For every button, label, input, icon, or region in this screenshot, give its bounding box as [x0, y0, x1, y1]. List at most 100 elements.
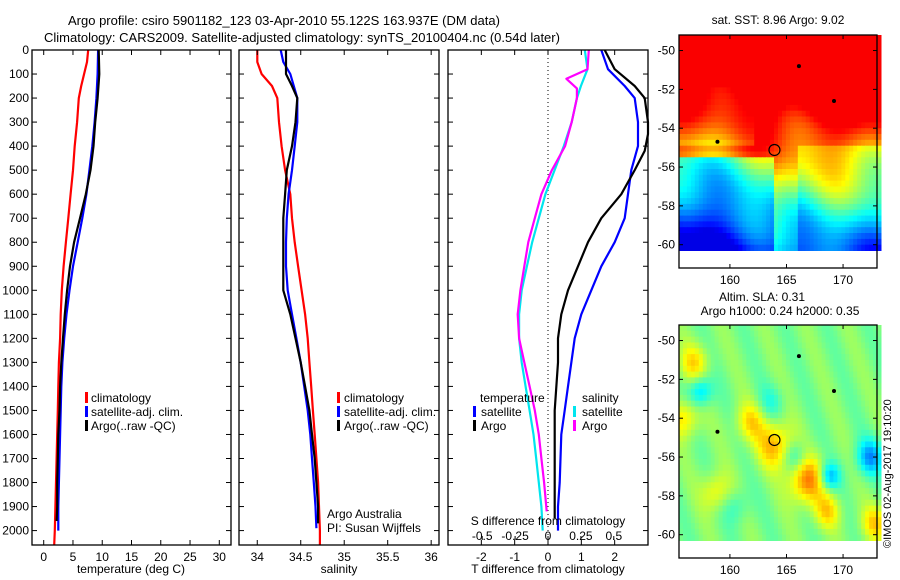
map-cell	[694, 453, 700, 460]
map-cell	[861, 342, 866, 349]
map-cell	[789, 145, 795, 152]
map-cell	[774, 99, 779, 106]
map-cell	[789, 476, 795, 483]
map-cell	[750, 52, 755, 59]
map-cell	[690, 198, 696, 205]
map-cell	[774, 359, 779, 367]
map-cell	[809, 99, 815, 106]
map-cell	[869, 233, 874, 240]
map-cell	[821, 64, 827, 71]
map-cell	[829, 470, 834, 477]
map-cell	[750, 488, 755, 495]
s-tick-label: 0	[545, 529, 552, 543]
map-cell	[770, 46, 775, 53]
map-cell	[706, 174, 712, 182]
map-cell	[726, 116, 731, 123]
map-cell	[683, 330, 688, 338]
map-cell	[766, 238, 771, 246]
map-cell	[789, 99, 795, 106]
map-cell	[861, 157, 866, 164]
map-cell	[714, 412, 720, 419]
map-cell	[754, 169, 759, 176]
map-cell	[782, 99, 787, 106]
map-cell	[829, 371, 834, 378]
map-cell	[710, 342, 716, 349]
map-cell	[726, 110, 731, 117]
map-cell	[722, 517, 728, 524]
map-cell	[679, 128, 684, 135]
map-cell	[877, 359, 882, 367]
map-cell	[849, 145, 854, 152]
map-cell	[817, 81, 823, 88]
map-cell	[869, 482, 874, 489]
map-cell	[722, 482, 728, 489]
map-cell	[841, 46, 846, 53]
map-cell	[825, 203, 830, 211]
map-cell	[714, 46, 720, 53]
map-cell	[833, 359, 838, 367]
map-cell	[789, 221, 795, 228]
map-cell	[817, 476, 823, 483]
map-cell	[722, 371, 728, 378]
map-cell	[849, 336, 854, 343]
map-cell	[877, 58, 882, 65]
map-cell	[801, 488, 807, 495]
map-cell	[758, 400, 763, 407]
map-cell	[873, 221, 878, 228]
map-cell	[833, 336, 838, 343]
map-cell	[817, 342, 823, 349]
map-cell	[726, 354, 731, 361]
map-cell	[774, 377, 779, 384]
map-cell	[702, 99, 708, 106]
map-cell	[801, 81, 807, 88]
map-cell	[793, 493, 799, 501]
map-cell	[877, 464, 882, 472]
map-cell	[738, 81, 743, 88]
map-cell	[857, 359, 862, 367]
map-cell	[869, 221, 874, 228]
map-cell	[746, 523, 751, 530]
map-cell	[686, 499, 692, 506]
map-cell	[710, 488, 716, 495]
map-cell	[718, 192, 724, 199]
map-cell	[821, 453, 827, 460]
map-cell	[770, 145, 775, 152]
map-cell	[793, 359, 799, 367]
map-cell	[782, 424, 787, 431]
map-cell	[845, 116, 850, 123]
map-cell	[853, 325, 858, 332]
map-cell	[857, 64, 862, 71]
map-cell	[837, 453, 842, 460]
map-cell	[837, 163, 842, 170]
map-cell	[714, 174, 720, 182]
map-cell	[683, 406, 688, 413]
map-cell	[865, 180, 870, 187]
map-cell	[754, 377, 759, 384]
map-cell	[837, 499, 842, 506]
map-cell	[762, 365, 767, 373]
map-cell	[778, 64, 783, 71]
map-cell	[718, 325, 724, 332]
map-cell	[821, 359, 827, 367]
map-cell	[782, 110, 787, 117]
map-cell	[758, 377, 763, 384]
map-cell	[817, 174, 823, 182]
map-cell	[801, 394, 807, 402]
map-cell	[698, 227, 704, 234]
map-cell	[865, 139, 870, 147]
map-cell	[853, 412, 858, 419]
map-cell	[702, 528, 708, 536]
map-cell	[686, 330, 692, 338]
map-cell	[698, 517, 704, 524]
map-cell	[770, 354, 775, 361]
map-cell	[750, 336, 755, 343]
map-cell	[849, 488, 854, 495]
map-cell	[746, 330, 751, 338]
map-cell	[829, 523, 834, 530]
map-cell	[817, 453, 823, 460]
map-cell	[789, 128, 795, 135]
map-cell	[738, 116, 743, 123]
map-cell	[758, 180, 763, 187]
map-cell	[746, 64, 751, 71]
map-cell	[817, 330, 823, 338]
